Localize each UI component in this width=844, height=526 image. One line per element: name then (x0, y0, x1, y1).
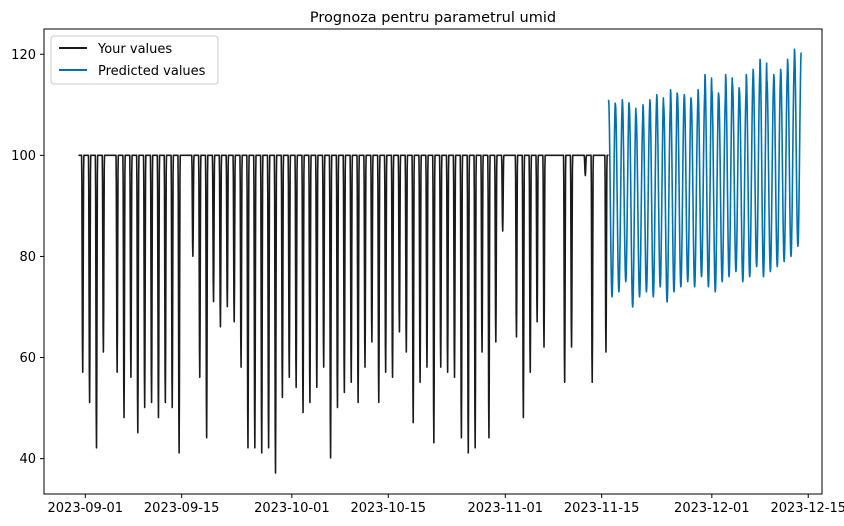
legend-label-predicted-values: Predicted values (98, 64, 206, 79)
x-tick-label-2023-09-15: 2023-09-15 (144, 501, 220, 516)
legend-label-your-values: Your values (97, 42, 172, 57)
y-axis: 40 60 80 100 120 (11, 48, 44, 467)
x-tick-label-2023-10-01: 2023-10-01 (254, 501, 330, 516)
series-layer (77, 48, 802, 474)
legend: Your values Predicted values (50, 35, 219, 85)
x-tick-label-2023-11-01: 2023-11-01 (468, 501, 544, 516)
y-tick-label-60: 60 (19, 351, 36, 366)
chart-title: Prognoza pentru parametrul umid (310, 10, 556, 26)
legend-box (50, 35, 219, 85)
x-tick-label-2023-12-01: 2023-12-01 (674, 501, 750, 516)
x-tick-label-2023-12-15: 2023-12-15 (770, 501, 844, 516)
x-axis: 2023-09-01 2023-09-15 2023-10-01 2023-10-15… (48, 494, 844, 516)
plot-frame (43, 28, 823, 495)
x-tick-label-2023-10-15: 2023-10-15 (350, 501, 426, 516)
x-tick-label-2023-11-15: 2023-11-15 (564, 501, 640, 516)
y-tick-label-40: 40 (19, 452, 36, 467)
y-tick-label-100: 100 (11, 149, 36, 164)
x-tick-label-2023-09-01: 2023-09-01 (48, 501, 124, 516)
series-line-your-values (77, 154, 610, 474)
y-tick-label-120: 120 (11, 48, 36, 63)
y-tick-label-80: 80 (19, 250, 36, 265)
series-line-predicted-values (607, 48, 802, 308)
